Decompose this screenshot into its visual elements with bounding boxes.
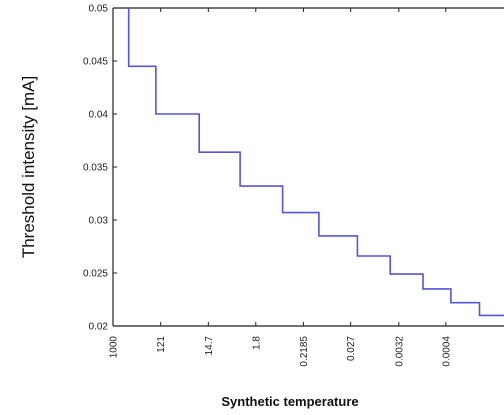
- x-tick-label: 0.0004: [441, 336, 452, 367]
- x-tick-label: 0.2185: [299, 336, 310, 367]
- y-tick-label: 0.04: [89, 110, 109, 121]
- y-tick-label: 0.025: [83, 269, 108, 280]
- y-tick-label: 0.03: [89, 216, 109, 227]
- y-tick-label: 0.045: [83, 57, 108, 68]
- x-tick-label: 121: [156, 336, 167, 353]
- y-tick-label: 0.035: [83, 163, 108, 174]
- x-tick-label: 0.027: [346, 336, 357, 361]
- x-axis-title: Synthetic temperature: [221, 394, 358, 409]
- threshold-step-line: [127, 8, 504, 317]
- x-tick-label: 14.7: [204, 336, 215, 356]
- y-tick-label: 0.02: [89, 322, 109, 333]
- y-tick-label: 0.05: [89, 4, 109, 15]
- y-axis-title: Threshold intensity [mA]: [19, 76, 38, 258]
- x-tick-label: 1.8: [251, 336, 262, 350]
- x-tick-label: 1000: [109, 336, 120, 359]
- x-tick-label: 0.0032: [394, 336, 405, 367]
